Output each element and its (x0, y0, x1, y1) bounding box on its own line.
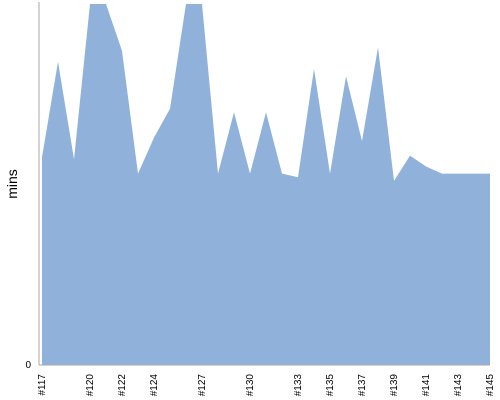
x-tick-label: #143 (453, 374, 464, 397)
x-tick-label: #137 (357, 374, 368, 397)
y-tick-label: 0 (25, 360, 31, 371)
x-tick-label: #133 (293, 374, 304, 397)
x-tick-label: #141 (421, 374, 432, 397)
x-axis-ticks: #117 #120 #122 #124 #127 #130 #133 #135 #137 #139… (37, 374, 496, 397)
x-tick-label: #145 (485, 374, 496, 397)
x-tick-label: #120 (85, 374, 96, 397)
x-tick-label: #135 (325, 374, 336, 397)
x-tick-label: #122 (117, 374, 128, 397)
y-axis-label: mins (4, 169, 20, 199)
plot-area (42, 4, 490, 365)
y-axis-ticks: 0 (25, 360, 31, 371)
x-tick-label: #130 (245, 374, 256, 397)
x-tick-label: #117 (37, 374, 48, 396)
x-tick-label: #139 (389, 374, 400, 397)
x-tick-label: #124 (149, 374, 160, 397)
area-series (42, 4, 490, 365)
x-tick-label: #127 (197, 374, 208, 397)
